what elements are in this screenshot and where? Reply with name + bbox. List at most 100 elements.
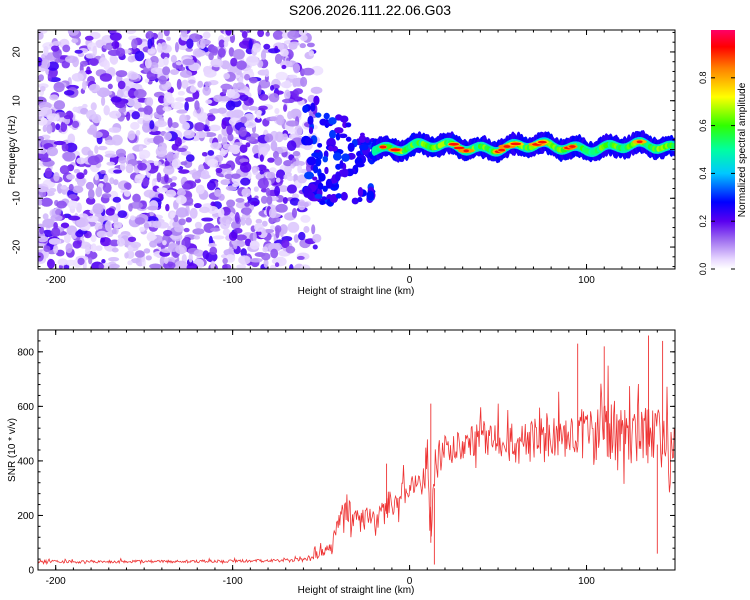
spec-noise-cell bbox=[231, 173, 241, 180]
spec-noise-cell bbox=[118, 107, 127, 113]
snr-y-tick-label: 400 bbox=[17, 456, 34, 467]
spec-transition-cell bbox=[307, 115, 314, 125]
spec-noise-cell bbox=[163, 257, 169, 264]
spec-noise-cell bbox=[94, 222, 103, 231]
spec-noise-cell bbox=[274, 156, 283, 166]
spec-noise-cell bbox=[57, 258, 69, 266]
spec-noise-cell bbox=[274, 185, 281, 197]
spec-noise-cell bbox=[71, 73, 84, 82]
spec-noise-cell bbox=[53, 100, 66, 110]
spec-noise-cell bbox=[205, 99, 213, 105]
colorbar-ticks: 0.0 0.2 0.4 0.6 0.8 bbox=[698, 72, 735, 275]
spec-noise-cell bbox=[303, 201, 309, 208]
spec-noise-cell bbox=[84, 35, 94, 41]
spec-noise-cell bbox=[249, 257, 263, 263]
spec-noise-cell bbox=[100, 96, 106, 107]
spec-noise-cell bbox=[98, 263, 105, 269]
spec-noise-cell bbox=[292, 193, 299, 199]
spec-hot-core bbox=[537, 140, 547, 144]
spec-noise-cell bbox=[226, 199, 236, 208]
spec-noise-cell bbox=[225, 30, 232, 36]
spec-noise-cell bbox=[146, 231, 156, 242]
spec-noise-cell bbox=[51, 227, 61, 238]
spec-noise-cell bbox=[265, 31, 270, 37]
spec-noise-cell bbox=[286, 184, 297, 194]
spec-noise-cell bbox=[203, 69, 217, 78]
spec-noise-cell bbox=[59, 165, 70, 175]
spec-noise-cell bbox=[223, 72, 230, 80]
spec-noise-cell bbox=[268, 48, 281, 54]
spectrogram-ylabel: Frequency (Hz) bbox=[7, 116, 18, 185]
spec-noise-cell bbox=[127, 260, 133, 266]
spec-noise-cell bbox=[179, 70, 193, 78]
spec-noise-cell bbox=[286, 175, 294, 182]
spec-transition-cell bbox=[341, 153, 350, 162]
spec-noise-cell bbox=[167, 117, 173, 128]
spec-noise-cell bbox=[165, 126, 174, 131]
spec-noise-cell bbox=[191, 171, 201, 180]
spec-noise-cell bbox=[163, 165, 175, 175]
spec-noise-cell bbox=[68, 194, 78, 200]
spec-noise-cell bbox=[201, 217, 214, 222]
spec-noise-cell bbox=[107, 49, 121, 56]
spec-noise-cell bbox=[85, 109, 97, 120]
spec-noise-cell bbox=[270, 140, 278, 152]
spec-noise-cell bbox=[259, 170, 264, 175]
spec-noise-cell bbox=[266, 171, 276, 179]
spec-noise-cell bbox=[134, 50, 145, 62]
spec-transition-cell bbox=[315, 112, 322, 118]
spec-noise-cell bbox=[275, 169, 286, 181]
spec-noise-cell bbox=[257, 178, 269, 189]
spec-noise-cell bbox=[183, 129, 195, 139]
spec-noise-cell bbox=[218, 207, 225, 218]
spec-noise-cell bbox=[290, 108, 302, 120]
spec-noise-cell bbox=[50, 214, 63, 222]
spec-noise-cell bbox=[223, 40, 229, 48]
spec-noise-cell bbox=[87, 155, 100, 166]
spec-noise-cell bbox=[257, 30, 265, 38]
spec-noise-cell bbox=[260, 195, 268, 204]
spec-noise-cell bbox=[271, 217, 281, 223]
spec-noise-cell bbox=[186, 38, 194, 49]
spec-noise-cell bbox=[64, 55, 78, 64]
spec-noise-cell bbox=[232, 182, 240, 188]
spec-noise-cell bbox=[48, 238, 62, 245]
spec-noise-cell bbox=[270, 225, 276, 230]
spec-noise-cell bbox=[132, 193, 141, 203]
spec-noise-cell bbox=[88, 257, 93, 265]
spec-noise-cell bbox=[257, 231, 262, 236]
spec-noise-cell bbox=[259, 94, 269, 101]
spec-noise-cell bbox=[286, 140, 297, 152]
spec-noise-cell bbox=[46, 258, 56, 269]
spec-noise-cell bbox=[283, 174, 288, 180]
spec-noise-cell bbox=[292, 150, 301, 157]
spec-noise-cell bbox=[63, 89, 75, 96]
spec-noise-cell bbox=[60, 121, 68, 133]
snr-x-tick-label: -200 bbox=[46, 576, 66, 587]
spec-noise-cell bbox=[274, 225, 282, 234]
spec-noise-cell bbox=[222, 264, 228, 269]
spec-noise-cell bbox=[125, 163, 134, 174]
spec-noise-cell bbox=[283, 104, 288, 112]
spec-noise-cell bbox=[291, 207, 298, 219]
spec-noise-cell bbox=[194, 100, 200, 111]
spec-noise-cell bbox=[40, 85, 46, 92]
spec-noise-cell bbox=[85, 197, 96, 205]
spec-noise-cell bbox=[181, 79, 189, 89]
spec-noise-cell bbox=[174, 136, 182, 147]
spec-transition-cell bbox=[338, 133, 348, 139]
spec-noise-cell bbox=[244, 238, 252, 247]
spec-noise-cell bbox=[264, 68, 270, 78]
spec-noise-cell bbox=[308, 49, 315, 57]
spec-noise-cell bbox=[117, 80, 126, 90]
spectrogram-xlabel: Height of straight line (km) bbox=[298, 286, 415, 297]
snr-x-tick-label: 100 bbox=[578, 576, 595, 587]
spec-noise-cell bbox=[220, 179, 231, 186]
spec-noise-cell bbox=[251, 167, 257, 174]
spec-noise-cell bbox=[194, 49, 206, 57]
spec-noise-cell bbox=[163, 30, 170, 37]
spec-noise-cell bbox=[252, 43, 262, 53]
spec-noise-cell bbox=[200, 169, 210, 180]
spec-noise-cell bbox=[147, 38, 153, 49]
